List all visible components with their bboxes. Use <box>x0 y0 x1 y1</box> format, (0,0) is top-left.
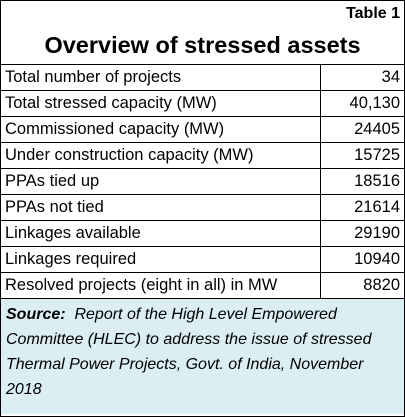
row-label: Under construction capacity (MW) <box>1 142 321 169</box>
row-value: 15725 <box>319 142 405 169</box>
data-row: Commissioned capacity (MW) 24405 <box>1 116 405 143</box>
data-row: Total stressed capacity (MW) 40,130 <box>1 90 405 117</box>
title-row: Overview of stressed assets <box>1 26 405 65</box>
row-value: 24405 <box>319 116 405 143</box>
table-label: Table 1 <box>346 4 401 22</box>
source-text: Report of the High Level Empowered Commi… <box>6 306 372 398</box>
row-label: Linkages required <box>1 246 321 273</box>
row-value: 8820 <box>319 272 405 299</box>
data-row: Total number of projects 34 <box>1 64 405 91</box>
table-title: Overview of stressed assets <box>1 26 405 65</box>
data-row: Linkages available 29190 <box>1 220 405 247</box>
row-label: Linkages available <box>1 220 321 247</box>
data-row: Resolved projects (eight in all) in MW 88… <box>1 272 405 299</box>
row-value: 10940 <box>319 246 405 273</box>
row-label: PPAs not tied <box>1 194 321 221</box>
data-row: PPAs tied up 18516 <box>1 168 405 195</box>
row-value: 18516 <box>319 168 405 195</box>
row-value: 40,130 <box>319 90 405 117</box>
row-value: 21614 <box>319 194 405 221</box>
label-row: Table 1 <box>1 1 404 26</box>
row-label: Total number of projects <box>1 64 321 91</box>
row-label: Commissioned capacity (MW) <box>1 116 321 143</box>
data-row: PPAs not tied 21614 <box>1 194 405 221</box>
data-row: Under construction capacity (MW) 15725 <box>1 142 405 169</box>
source-label: Source: <box>6 306 66 323</box>
source-row: Source: Report of the High Level Empower… <box>1 298 405 414</box>
source: Source: Report of the High Level Empower… <box>1 298 405 414</box>
row-label: Resolved projects (eight in all) in MW <box>1 272 321 299</box>
row-label: PPAs tied up <box>1 168 321 195</box>
data-row: Linkages required 10940 <box>1 246 405 273</box>
row-label: Total stressed capacity (MW) <box>1 90 321 117</box>
row-value: 34 <box>319 64 405 91</box>
row-value: 29190 <box>319 220 405 247</box>
